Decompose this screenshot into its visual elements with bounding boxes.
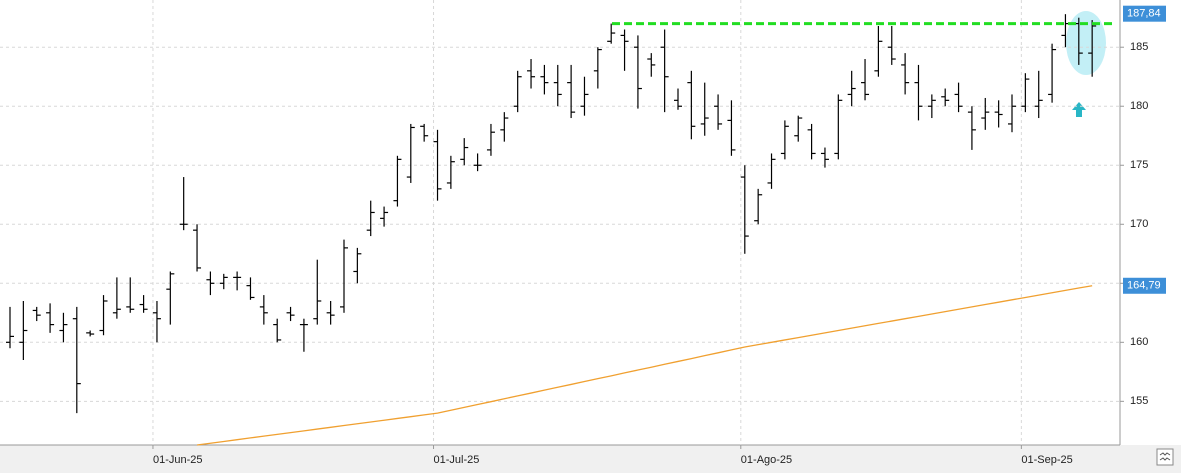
scroll-button[interactable] [1156,448,1174,466]
y-tick-label: 170 [1130,218,1148,230]
up-arrow [1072,102,1086,117]
y-tick-label: 155 [1130,395,1148,407]
scroll-icon [1159,452,1171,461]
y-tick-label: 160 [1130,336,1148,348]
price-label: 164,79 [1127,280,1161,292]
x-tick-label: 01-Ago-25 [741,454,792,466]
moving-average [196,285,1093,446]
y-tick-label: 185 [1130,41,1148,53]
highlight-ellipse [1066,11,1106,75]
x-tick-label: 01-Jul-25 [434,454,480,466]
price-label-box [1123,277,1166,294]
x-axis-band [0,445,1181,473]
price-label-box [1123,5,1166,22]
y-tick-label: 175 [1130,159,1148,171]
x-tick-label: 01-Sep-25 [1021,454,1072,466]
x-tick-label: 01-Jun-25 [153,454,203,466]
price-label: 187,84 [1127,8,1161,20]
y-tick-label: 180 [1130,100,1148,112]
